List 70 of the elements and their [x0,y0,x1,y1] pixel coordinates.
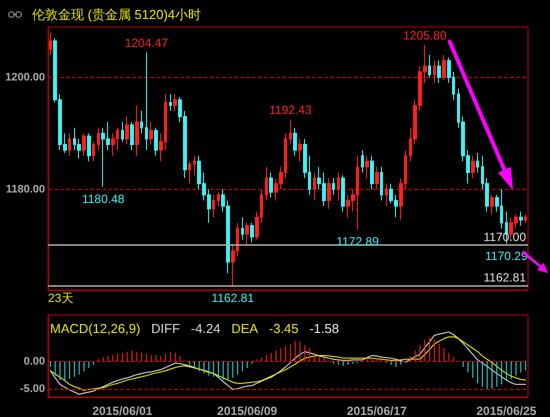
candlestick [149,122,153,146]
candlestick [361,150,364,173]
candlestick [375,166,379,190]
text: MACD(12,26,9) [50,321,140,336]
candlestick [173,94,177,112]
annotation: -1.58 [309,321,339,336]
y-tick-label: 1200.00 [5,71,45,84]
x-tick-label: 2015/06/01 [92,404,153,417]
candlestick [92,141,95,162]
y-tick-label: -5.00 [20,382,45,395]
candlestick [269,172,273,198]
text: DEA [231,321,258,336]
candlestick [337,172,340,201]
candlestick [121,122,124,142]
candlestick [125,116,129,146]
y-tick-label: 1180.00 [6,183,45,196]
candlestick [524,214,527,224]
text: 1205.80 [403,28,446,42]
text: 1180.48 [82,192,124,206]
candlestick [332,178,335,196]
candlestick [385,183,388,207]
candlestick [87,132,91,162]
candlestick [471,155,475,179]
candlestick [265,166,268,201]
ref-line-label: 1162.81 [484,270,526,284]
candlestick [341,174,345,212]
candlestick [68,132,71,156]
x-tick-label: 2015/06/17 [346,404,408,417]
candlestick [289,119,292,146]
candlestick [490,194,494,215]
candlestick [82,132,86,156]
candlestick [97,127,100,151]
candlestick [145,52,148,151]
annotation: -3.45 [268,321,299,336]
candlestick [241,216,244,240]
x-tick-label: 2015/06/09 [217,404,278,417]
candlestick [188,160,191,184]
candlestick [245,222,249,246]
candlestick [140,110,143,134]
x-tick-label: 2015/06/25 [476,404,537,417]
candlestick [193,155,196,176]
candlestick [169,94,172,112]
candlestick [298,138,302,162]
candlestick [519,211,523,226]
chart-title: 伦敦金现 (贵金属 5120)4小时 [32,7,202,22]
text: 23天 [48,291,74,305]
candlestick [433,60,436,84]
candlestick [370,155,374,190]
y-tick-label: 0.00 [24,355,45,368]
candlestick [135,104,139,156]
text: 1192.43 [269,103,312,118]
candlestick [130,122,134,151]
candlestick [154,127,158,156]
candlestick [313,172,316,201]
candlestick [365,155,369,179]
text: DIFF [151,321,180,336]
candlestick [250,222,254,243]
candlestick [327,178,331,210]
candlestick [380,166,383,201]
candlestick [212,194,215,218]
candlestick [49,32,52,56]
text: 1204.47 [124,36,168,50]
candlestick [476,152,479,173]
candlestick [442,54,446,81]
candlestick [217,192,220,207]
candlestick [428,54,431,78]
candlestick [437,60,441,84]
text: 1162.81 [212,290,254,305]
candlestick [293,127,297,156]
annotation: -4.24 [190,321,220,336]
